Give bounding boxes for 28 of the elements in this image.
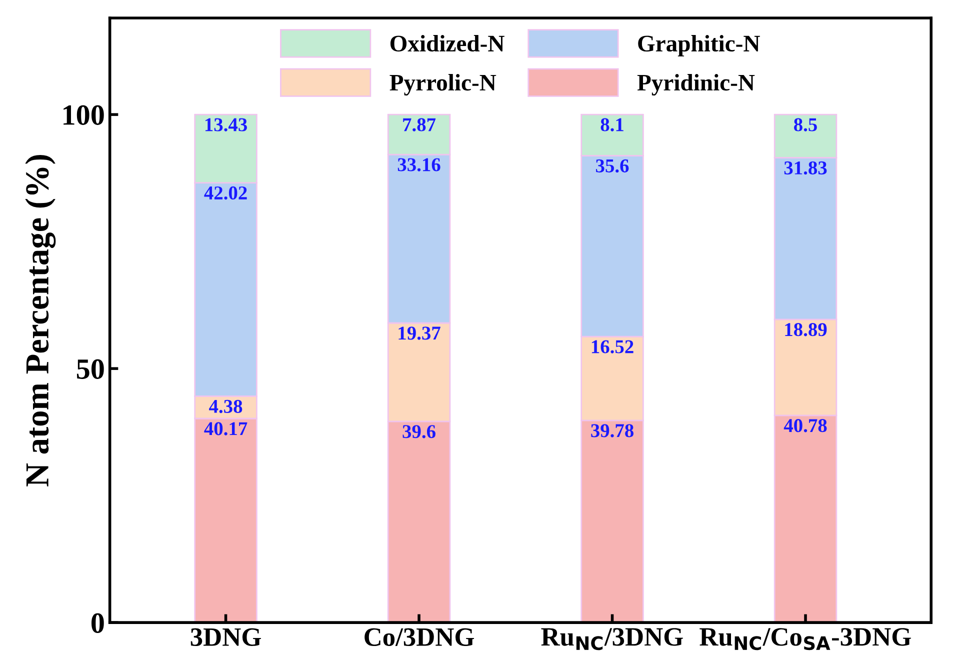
y-tick-label: 100 xyxy=(64,105,104,125)
y-axis-title: N atom Percentage (%) xyxy=(25,155,56,486)
y-tick-label: 50 xyxy=(76,359,104,379)
data-label: 40.78 xyxy=(784,419,827,432)
legend-label: Pyrrolic-N xyxy=(390,74,496,96)
data-label: 39.6 xyxy=(402,425,436,438)
data-label: 33.16 xyxy=(398,158,440,172)
data-label: 31.83 xyxy=(784,161,827,175)
x-tick-label: Co/3DNG xyxy=(364,628,474,646)
data-label: 42.02 xyxy=(204,186,247,200)
data-label: 13.43 xyxy=(205,118,247,132)
x-tick-label: Ru$_{NC}$/3DNG xyxy=(541,628,683,650)
y-tick-label: 0 xyxy=(91,613,104,633)
data-label: 18.89 xyxy=(785,323,827,336)
data-label: 39.78 xyxy=(591,424,634,438)
data-label: 8.5 xyxy=(794,118,817,132)
data-label: 8.1 xyxy=(600,118,624,132)
data-label: 16.52 xyxy=(592,340,634,354)
data-label: 4.38 xyxy=(209,400,242,414)
legend-label: Oxidized-N xyxy=(390,34,504,52)
x-tick-label: 3DNG xyxy=(190,628,261,646)
data-label: 35.6 xyxy=(596,159,629,173)
legend-label: Graphitic-N xyxy=(638,34,760,56)
legend-label: Pyridinic-N xyxy=(637,74,755,96)
data-label: 19.37 xyxy=(398,326,440,340)
data-label: 40.17 xyxy=(204,422,248,436)
data-label: 7.87 xyxy=(403,118,436,132)
x-tick-label: Ru$_{NC}$/Co$_{SA}$-3DNG xyxy=(700,628,911,650)
